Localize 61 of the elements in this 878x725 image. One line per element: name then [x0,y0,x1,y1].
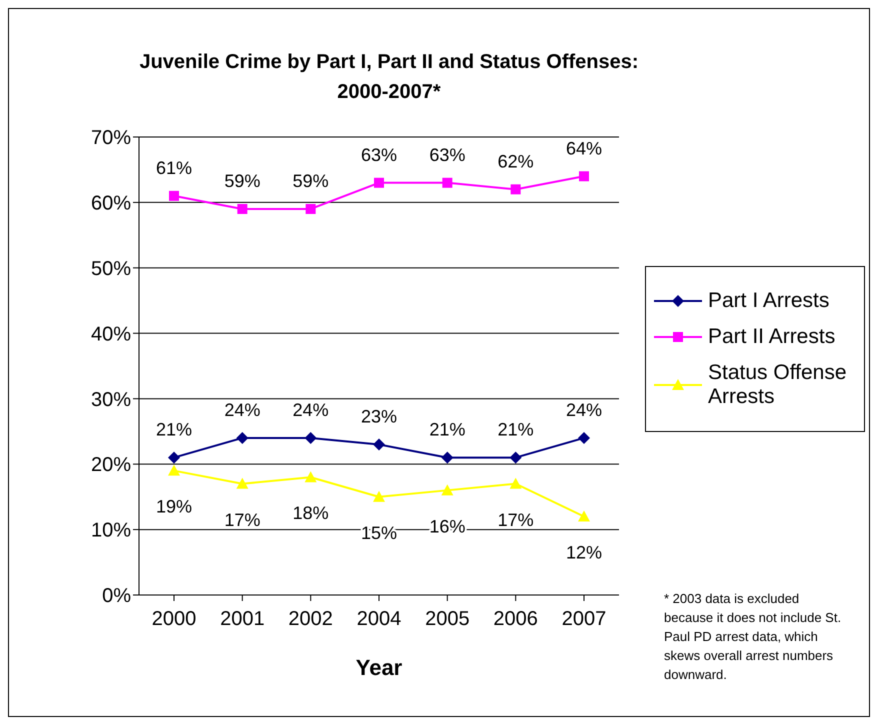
point [236,478,248,489]
point [579,171,589,182]
x-tick-label: 2004 [356,608,402,630]
point [237,204,248,214]
data-label: 21% [498,420,534,440]
legend-label: Status Offense Arrests [708,361,848,409]
data-label: 21% [156,420,192,440]
x-tick-label: 2007 [562,608,606,630]
x-tick-label: 2006 [493,608,538,630]
data-label: 59% [292,170,329,191]
data-label: 12% [566,542,602,562]
chart-title: Juvenile Crime by Part I, Part II and Status Offenses: 2000-2007* [139,50,639,105]
data-label: 24% [224,400,260,420]
data-label: 63% [360,144,398,165]
point [373,490,385,502]
y-tick-label: 30% [90,388,132,411]
x-tick-label: 2000 [152,608,196,630]
y-tick-label: 70% [90,127,132,150]
y-tick-label: 0% [102,585,132,608]
point [304,471,317,482]
y-tick-label: 60% [90,192,132,215]
point [168,464,180,476]
data-label: 64% [566,138,602,158]
point [169,190,179,201]
data-label: 21% [429,420,466,440]
point [578,432,590,444]
text: * 2003 data is excluded because it does not include St. Paul PD arrest data, which skews overall arrest numbers downward. [664,590,842,684]
point [306,204,316,214]
x-axis-title: Year [356,655,403,680]
data-label: 24% [292,400,329,420]
data-label: 23% [360,406,398,427]
point [441,452,454,464]
point [510,478,522,489]
data-label: 17% [224,510,260,530]
point [373,438,385,451]
point [510,452,522,464]
data-label: 59% [224,170,260,191]
data-label: 18% [292,503,329,524]
y-tick-label: 20% [90,454,132,476]
data-label: 62% [498,151,534,172]
data-label: 17% [498,510,534,530]
legend-label: Part I Arrests [708,289,830,313]
point [442,178,452,188]
point [510,184,521,194]
x-tick-label: 2002 [288,608,333,630]
point [374,178,384,188]
y-tick-label: 40% [90,323,132,346]
point [236,432,248,444]
data-label: 19% [156,496,192,517]
point [578,510,590,522]
point [168,452,180,464]
x-tick-label: 2001 [220,608,265,630]
point [304,432,317,444]
point [441,484,454,496]
y-tick-label: 50% [90,258,132,280]
data-label: 63% [429,144,466,165]
y-tick-label: 10% [90,520,132,542]
x-tick-label: 2005 [425,608,470,630]
data-label: 61% [156,158,192,178]
data-label: 24% [566,400,602,420]
legend-label: Part II Arrests [708,325,836,349]
